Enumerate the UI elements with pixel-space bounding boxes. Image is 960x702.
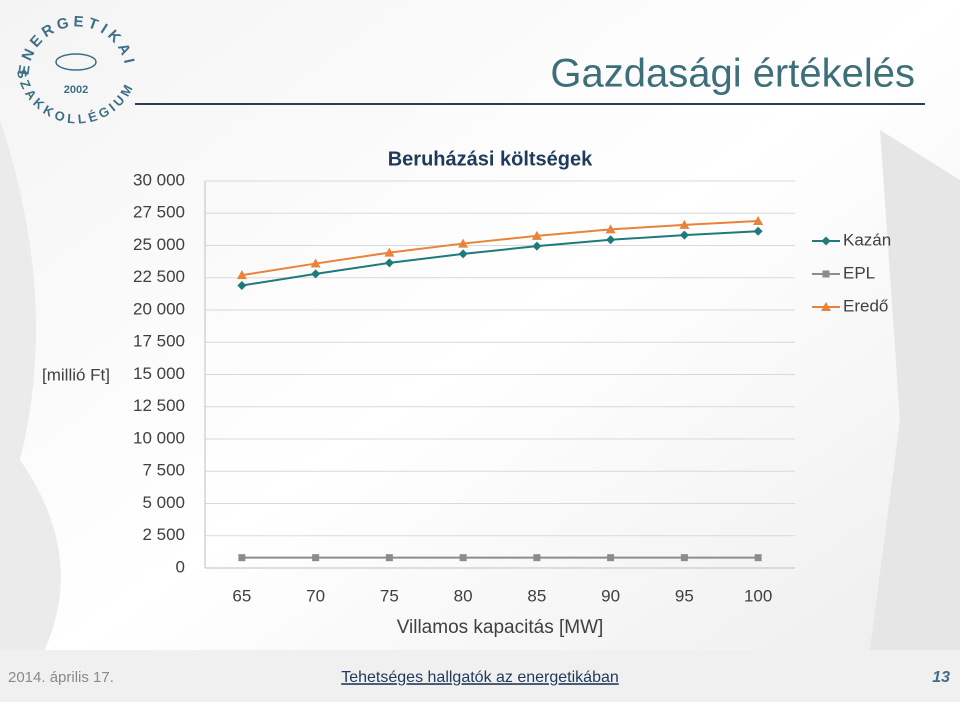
chart-title: Beruházási költségek bbox=[388, 148, 593, 170]
y-tick-label: 17 500 bbox=[133, 332, 185, 351]
marker bbox=[605, 224, 616, 234]
marker bbox=[753, 226, 763, 236]
marker bbox=[821, 302, 831, 311]
marker bbox=[311, 269, 321, 279]
marker bbox=[459, 554, 467, 562]
marker bbox=[607, 554, 615, 562]
marker bbox=[384, 247, 395, 257]
y-tick-label: 15 000 bbox=[133, 364, 185, 383]
y-axis-label: [millió Ft] bbox=[42, 365, 110, 384]
marker bbox=[310, 258, 321, 268]
slide-title: Gazdasági értékelés bbox=[550, 52, 915, 96]
marker bbox=[312, 554, 320, 562]
logo-atom bbox=[55, 53, 97, 71]
y-tick-label: 2 500 bbox=[142, 525, 185, 544]
y-tick-label: 22 500 bbox=[133, 267, 185, 286]
logo-year: 2002 bbox=[64, 84, 88, 96]
footer-bar bbox=[0, 650, 960, 702]
marker bbox=[458, 249, 468, 259]
y-tick-label: 5 000 bbox=[142, 493, 185, 512]
marker bbox=[533, 554, 541, 562]
x-axis-label: Villamos kapacitás [MW] bbox=[397, 617, 604, 638]
x-tick-label: 65 bbox=[232, 586, 251, 605]
page-number: 13 bbox=[932, 669, 950, 686]
marker bbox=[679, 230, 689, 240]
x-tick-label: 80 bbox=[454, 586, 473, 605]
marker bbox=[821, 236, 831, 246]
x-tick-label: 75 bbox=[380, 586, 399, 605]
marker bbox=[236, 270, 247, 280]
marker bbox=[384, 258, 394, 268]
y-tick-label: 0 bbox=[176, 557, 185, 576]
chart: Beruházási költségek [millió Ft] Villamo… bbox=[42, 148, 891, 638]
marker bbox=[385, 554, 393, 562]
legend-label: Kazán bbox=[843, 230, 891, 249]
marker bbox=[822, 270, 830, 278]
footer-text: Tehetséges hallgatók az energetikában bbox=[341, 669, 619, 686]
decoration bbox=[870, 130, 960, 650]
series-line bbox=[241, 230, 759, 287]
x-tick-label: 95 bbox=[675, 586, 694, 605]
y-tick-label: 7 500 bbox=[142, 461, 185, 480]
y-tick-label: 25 000 bbox=[133, 235, 185, 254]
legend-label: EPL bbox=[843, 263, 875, 282]
legend-label: Eredő bbox=[843, 296, 888, 315]
marker bbox=[606, 235, 616, 245]
y-tick-label: 27 500 bbox=[133, 203, 185, 222]
series-line bbox=[241, 219, 759, 277]
y-tick-label: 10 000 bbox=[133, 428, 185, 447]
x-tick-label: 100 bbox=[744, 586, 772, 605]
marker bbox=[753, 215, 764, 225]
marker bbox=[532, 241, 542, 251]
marker bbox=[458, 238, 469, 248]
marker bbox=[237, 280, 247, 290]
marker bbox=[754, 554, 762, 562]
marker bbox=[680, 554, 688, 562]
x-tick-label: 70 bbox=[306, 586, 325, 605]
x-tick-label: 90 bbox=[601, 586, 620, 605]
footer-date: 2014. április 17. bbox=[8, 669, 114, 686]
marker bbox=[238, 554, 246, 562]
y-tick-label: 20 000 bbox=[133, 299, 185, 318]
y-tick-label: 30 000 bbox=[133, 170, 185, 189]
marker bbox=[679, 219, 690, 229]
marker bbox=[531, 230, 542, 240]
decoration bbox=[0, 120, 61, 660]
y-tick-label: 12 500 bbox=[133, 396, 185, 415]
x-tick-label: 85 bbox=[527, 586, 546, 605]
